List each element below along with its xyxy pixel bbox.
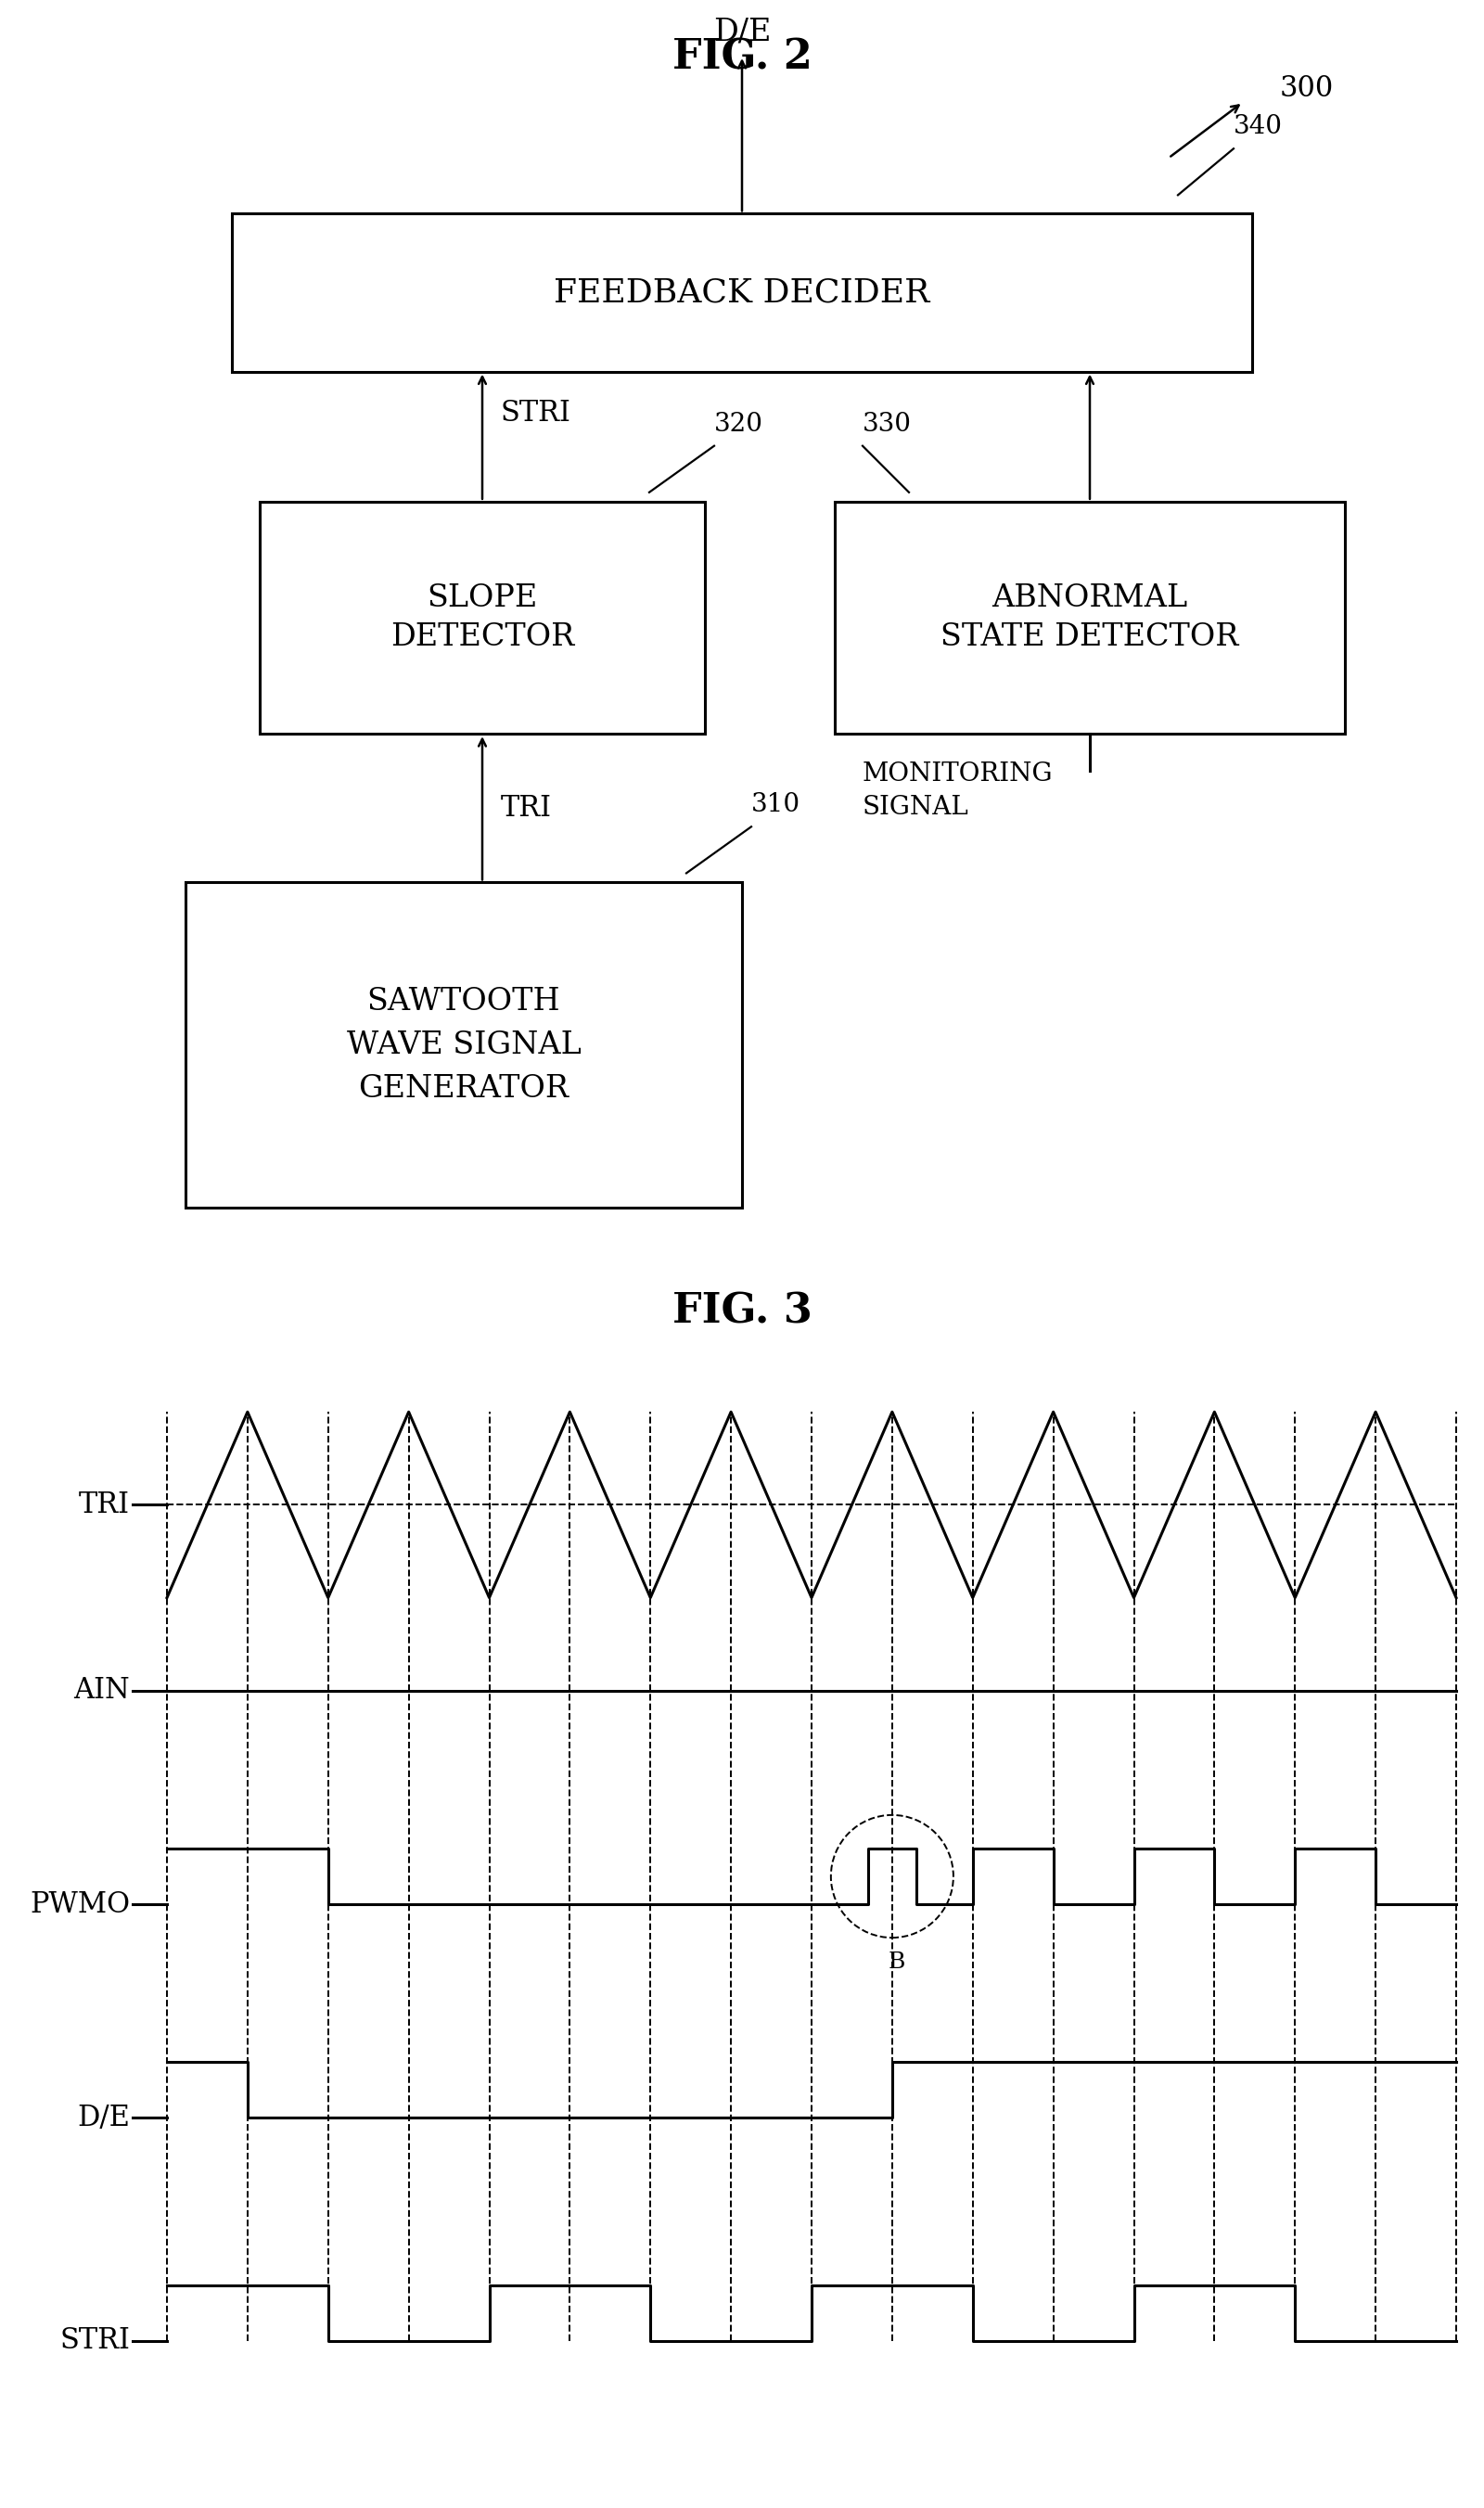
Text: ABNORMAL
STATE DETECTOR: ABNORMAL STATE DETECTOR bbox=[941, 584, 1239, 652]
Text: PWMO: PWMO bbox=[30, 1891, 131, 1919]
Text: D/E: D/E bbox=[77, 2104, 131, 2132]
Text: TRI: TRI bbox=[79, 1490, 131, 1520]
Text: 310: 310 bbox=[751, 793, 800, 818]
Text: FEEDBACK DECIDER: FEEDBACK DECIDER bbox=[554, 276, 930, 308]
Text: FIG. 2: FIG. 2 bbox=[672, 38, 812, 78]
Text: STRI: STRI bbox=[59, 2327, 131, 2355]
Text: D/E: D/E bbox=[714, 18, 770, 48]
Text: FIG. 3: FIG. 3 bbox=[672, 1292, 812, 1332]
Text: SLOPE
DETECTOR: SLOPE DETECTOR bbox=[390, 584, 574, 652]
Text: AIN: AIN bbox=[74, 1675, 131, 1705]
Text: 300: 300 bbox=[1279, 75, 1334, 103]
Text: B: B bbox=[889, 1951, 905, 1974]
Text: SAWTOOTH
WAVE SIGNAL
GENERATOR: SAWTOOTH WAVE SIGNAL GENERATOR bbox=[347, 986, 580, 1104]
Text: STRI: STRI bbox=[502, 399, 571, 426]
Text: MONITORING
SIGNAL: MONITORING SIGNAL bbox=[862, 762, 1054, 820]
Bar bbox=[186, 883, 742, 1206]
Bar bbox=[260, 502, 705, 735]
Text: 320: 320 bbox=[714, 411, 763, 436]
Bar bbox=[834, 502, 1345, 735]
Bar bbox=[232, 213, 1252, 371]
Text: TRI: TRI bbox=[502, 793, 552, 823]
Text: 340: 340 bbox=[1233, 115, 1282, 140]
Text: 330: 330 bbox=[862, 411, 911, 436]
